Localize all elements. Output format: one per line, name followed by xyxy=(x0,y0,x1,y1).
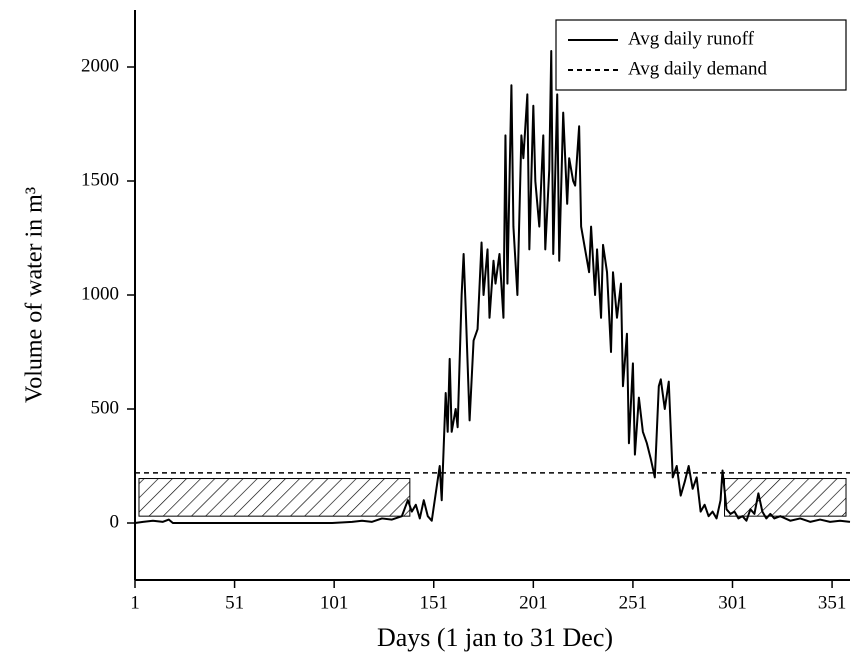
y-tick-label: 1000 xyxy=(81,283,119,304)
x-tick-label: 51 xyxy=(225,592,244,613)
deficit-region xyxy=(138,478,411,517)
x-tick-label: 251 xyxy=(619,592,648,613)
legend-label: Avg daily runoff xyxy=(628,28,755,49)
x-tick-label: 101 xyxy=(320,592,349,613)
x-tick-label: 201 xyxy=(519,592,548,613)
legend-box xyxy=(555,19,847,91)
y-tick-label: 500 xyxy=(91,397,120,418)
legend-label: Avg daily demand xyxy=(628,58,767,79)
y-axis-label: Volume of water in m³ xyxy=(22,187,48,403)
y-tick-label: 2000 xyxy=(81,55,119,76)
x-tick-label: 1 xyxy=(130,592,140,613)
y-tick-label: 0 xyxy=(110,511,120,532)
x-tick-label: 151 xyxy=(419,592,448,613)
y-tick-label: 1500 xyxy=(81,169,119,190)
x-axis-label: Days (1 jan to 31 Dec) xyxy=(377,623,613,652)
x-tick-label: 351 xyxy=(818,592,847,613)
series-line xyxy=(134,50,851,524)
x-tick-label: 301 xyxy=(718,592,747,613)
deficit-region xyxy=(724,478,847,517)
